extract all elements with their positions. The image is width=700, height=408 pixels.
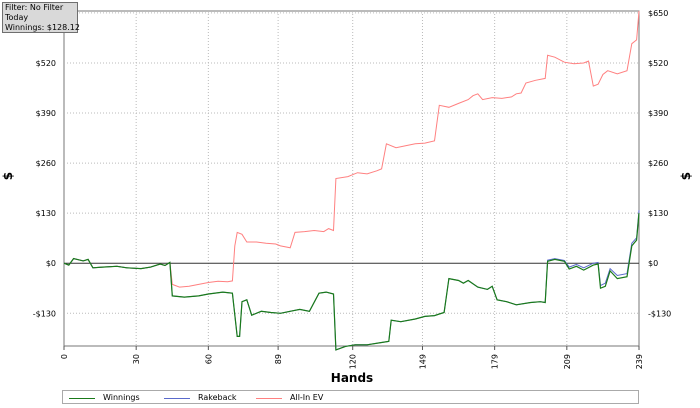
plot-area xyxy=(63,10,640,347)
x-tick-label: 239 xyxy=(635,354,644,369)
y-tick-label-right: $260 xyxy=(648,159,668,168)
y-tick-label-left: $130 xyxy=(36,209,56,218)
grid xyxy=(64,11,639,346)
x-tick-label: 209 xyxy=(563,354,572,369)
x-tick-label: 179 xyxy=(491,354,500,369)
y-tick-label-left: -$130 xyxy=(33,309,56,318)
y-axis-label-right: $ xyxy=(679,172,693,180)
x-tick-label: 149 xyxy=(418,354,427,369)
x-tick-label: 0 xyxy=(60,354,69,359)
series-group xyxy=(63,10,640,351)
legend-label-all-in-ev: All-In EV xyxy=(290,393,324,402)
y-tick-label-right: $650 xyxy=(648,9,668,18)
y-axis-label-left: $ xyxy=(1,172,15,180)
y-tick-label-right: $130 xyxy=(648,209,668,218)
ticks: 0306089120149179209239$650$650$520$520$3… xyxy=(33,9,672,369)
filter-text: Filter: No Filter xyxy=(5,3,64,12)
legend-swatch-rakeback xyxy=(164,398,190,399)
legend-swatch-winnings xyxy=(69,398,95,399)
series-line-winnings xyxy=(63,213,640,351)
y-tick-label-right: $520 xyxy=(648,59,668,68)
y-tick-label-left: $520 xyxy=(36,59,56,68)
y-tick-label-left: $390 xyxy=(36,109,56,118)
legend: Winnings Rakeback All-In EV xyxy=(62,390,639,404)
info-box: Filter: No Filter Today Winnings: $128.1… xyxy=(2,2,80,33)
legend-label-rakeback: Rakeback xyxy=(198,393,237,402)
x-tick-label: 60 xyxy=(204,354,213,364)
y-tick-label-left: $260 xyxy=(36,159,56,168)
y-tick-label-right: $390 xyxy=(648,109,668,118)
x-axis-label: Hands xyxy=(331,371,373,385)
y-tick-label-right: -$130 xyxy=(648,309,671,318)
y-tick-label-left: $0 xyxy=(46,259,56,268)
x-tick-label: 89 xyxy=(274,354,283,364)
period-text: Today xyxy=(5,13,29,22)
winnings-text: Winnings: $128.12 xyxy=(5,23,80,32)
x-tick-label: 30 xyxy=(132,354,141,364)
legend-swatch-all-in-ev xyxy=(256,398,282,399)
legend-label-winnings: Winnings xyxy=(103,393,140,402)
x-tick-label: 120 xyxy=(349,354,358,369)
y-tick-label-right: $0 xyxy=(648,259,658,268)
